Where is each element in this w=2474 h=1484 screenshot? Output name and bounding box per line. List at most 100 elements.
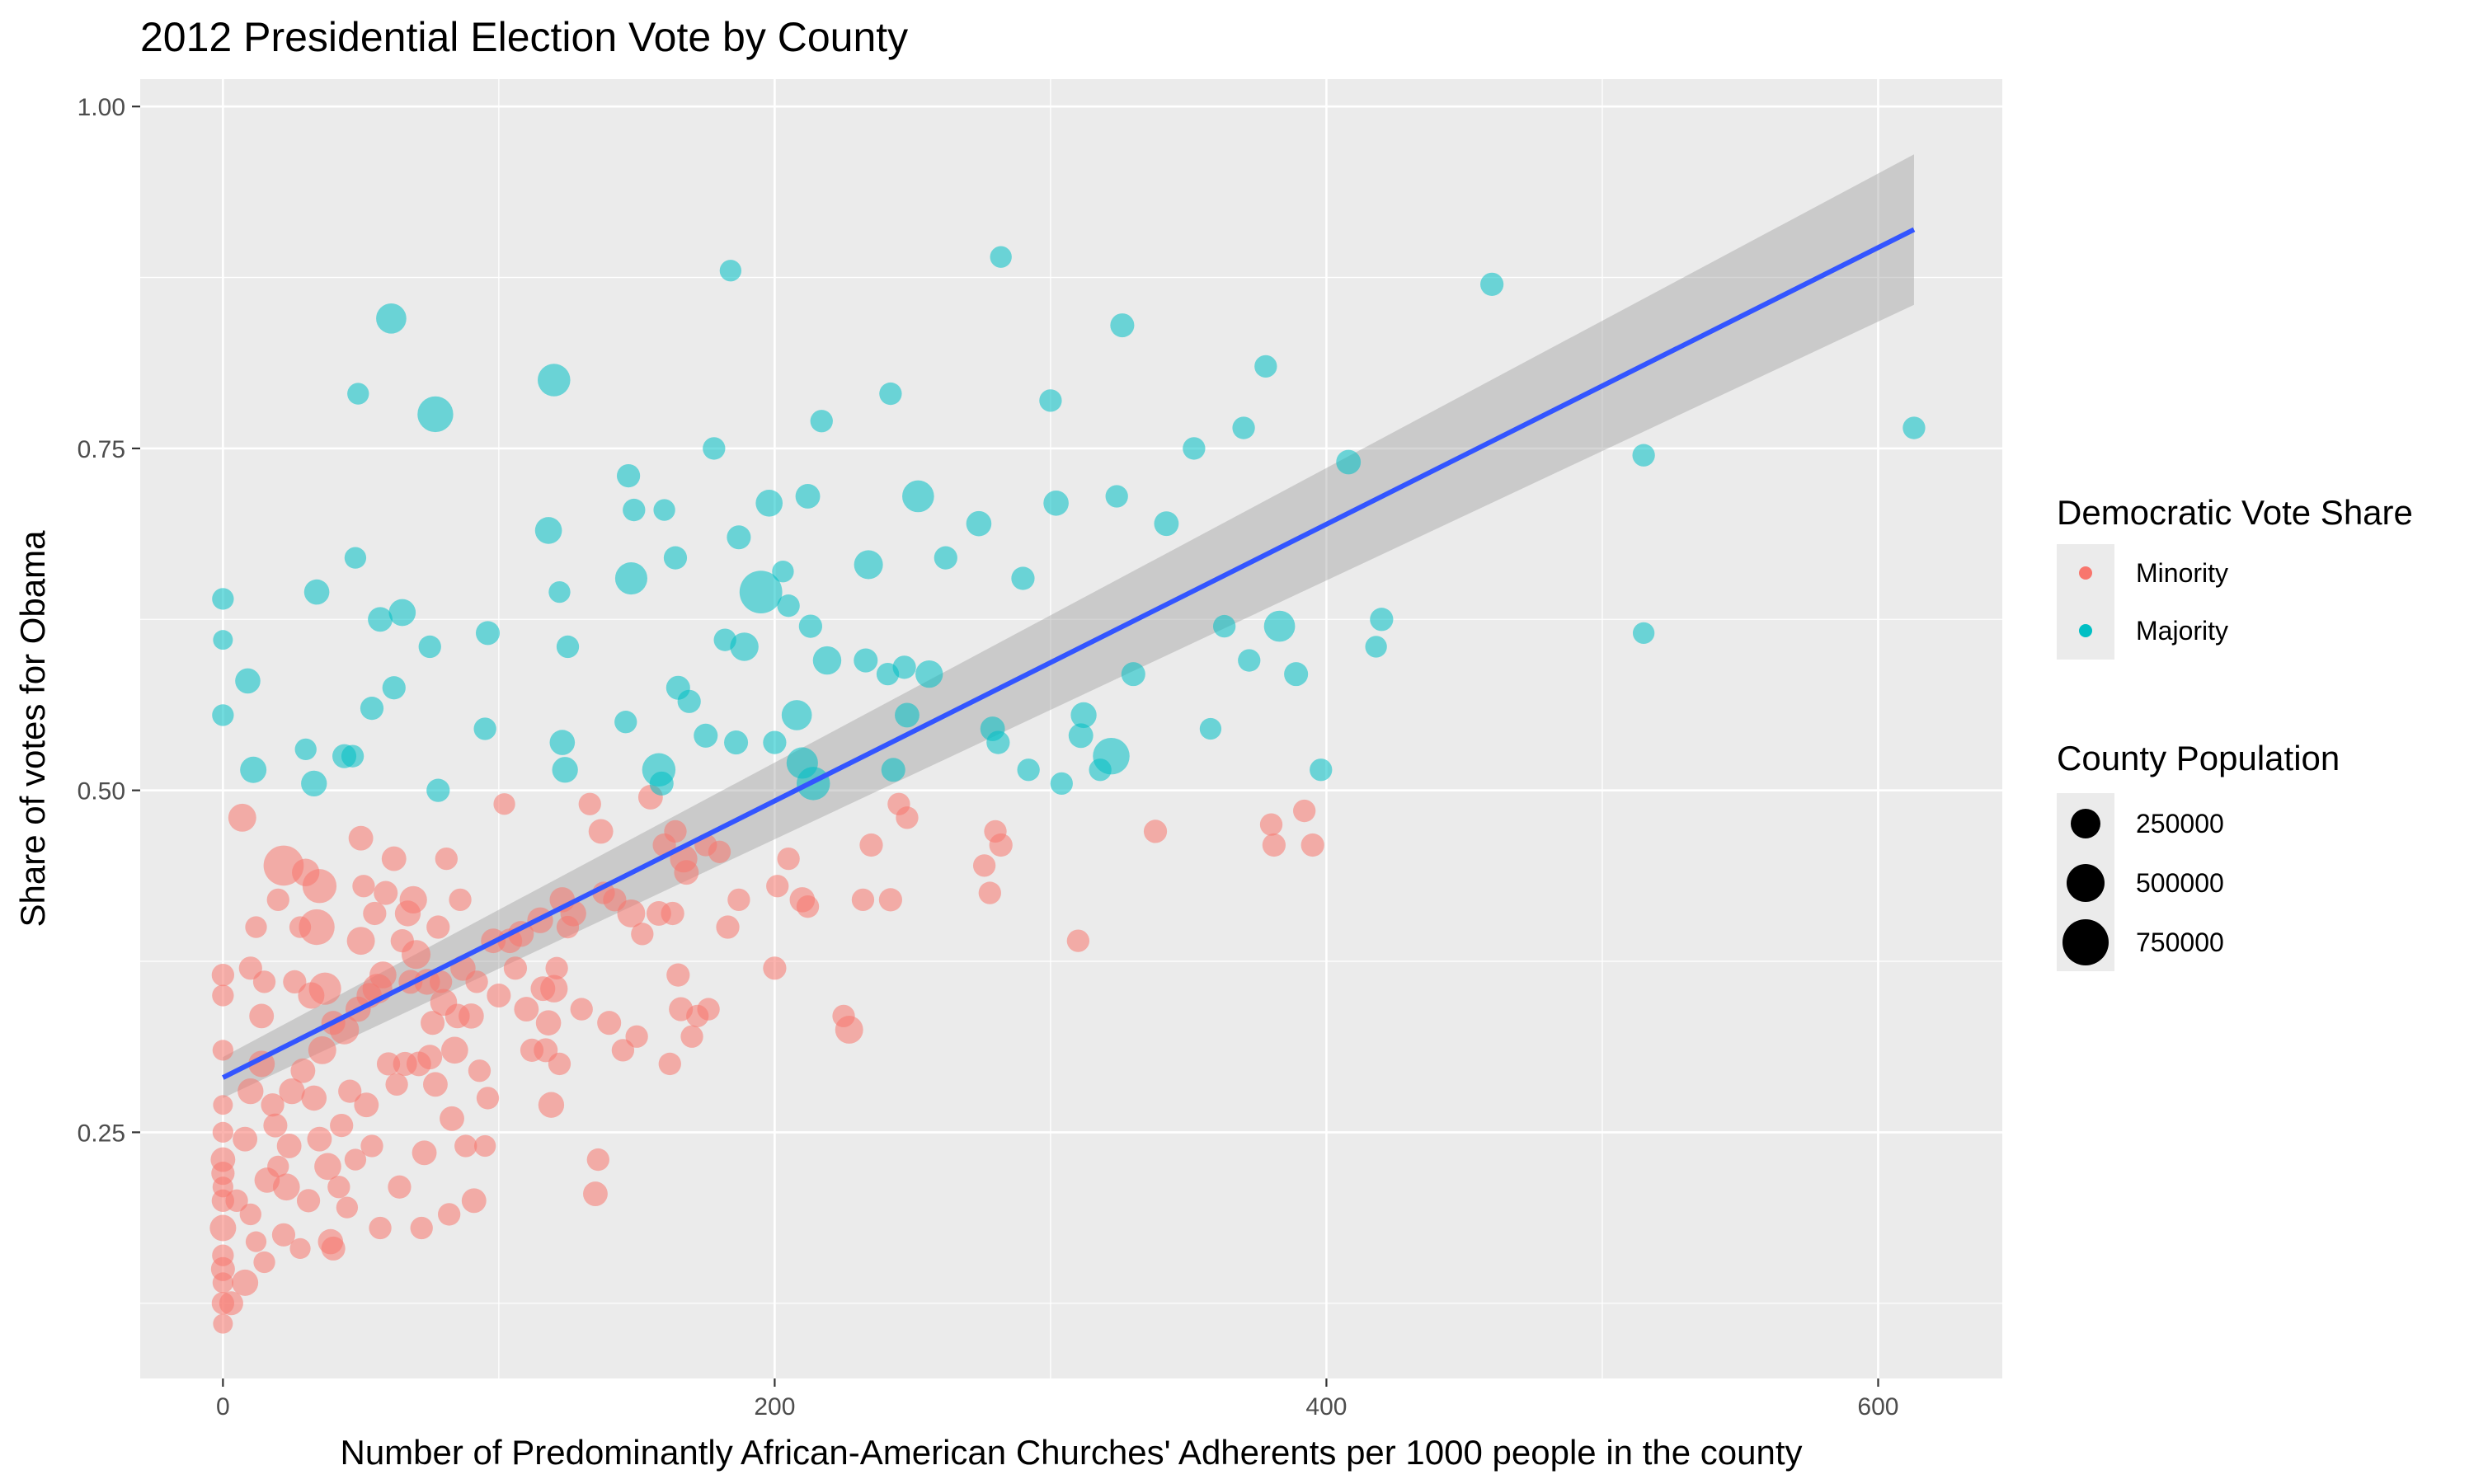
data-point-minority xyxy=(674,860,699,885)
data-point-majority xyxy=(915,660,943,688)
data-point-minority xyxy=(417,1045,443,1070)
data-point-majority xyxy=(727,525,751,550)
data-point-minority xyxy=(210,1147,236,1172)
data-point-minority xyxy=(212,1040,233,1061)
data-point-minority xyxy=(989,833,1013,857)
data-point-minority xyxy=(252,970,276,993)
y-axis-title: Share of votes for Obama xyxy=(13,530,52,928)
data-point-majority xyxy=(934,546,957,570)
data-point-majority xyxy=(703,437,726,460)
data-point-majority xyxy=(781,700,812,730)
data-point-minority xyxy=(261,1093,285,1117)
data-point-minority xyxy=(212,1244,234,1266)
data-point-minority xyxy=(473,1134,496,1158)
data-point-minority xyxy=(271,1223,296,1247)
data-point-minority xyxy=(597,1011,622,1036)
data-point-minority xyxy=(307,1126,332,1152)
data-point-minority xyxy=(859,833,883,857)
legend-label-minority: Minority xyxy=(2136,558,2228,588)
data-point-minority xyxy=(538,1092,565,1118)
data-point-majority xyxy=(1310,758,1333,782)
data-point-minority xyxy=(381,846,407,871)
data-point-minority xyxy=(266,888,289,912)
data-point-minority xyxy=(232,1269,259,1296)
size-legend-title: County Population xyxy=(2057,739,2340,777)
x-tick-label: 400 xyxy=(1305,1393,1347,1421)
data-point-minority xyxy=(330,1113,354,1138)
data-point-minority xyxy=(777,847,800,871)
data-point-majority xyxy=(614,561,647,595)
size-label-250000: 250000 xyxy=(2136,809,2224,838)
size-key-500000 xyxy=(2067,864,2105,902)
data-point-majority xyxy=(854,648,878,673)
data-point-minority xyxy=(611,1039,635,1062)
data-point-minority xyxy=(697,998,720,1021)
data-point-minority xyxy=(228,803,256,832)
data-point-minority xyxy=(299,909,335,946)
data-point-minority xyxy=(302,869,337,904)
data-point-minority xyxy=(289,1237,311,1260)
data-point-minority xyxy=(514,997,539,1022)
data-point-minority xyxy=(363,901,387,926)
data-point-majority xyxy=(240,756,267,783)
data-point-minority xyxy=(290,1058,316,1083)
data-point-minority xyxy=(896,806,919,829)
data-point-minority xyxy=(245,1231,267,1252)
y-tick-label: 0.50 xyxy=(78,778,125,805)
data-point-majority xyxy=(1039,389,1062,412)
data-point-majority xyxy=(892,655,916,679)
data-point-majority xyxy=(614,711,637,734)
data-point-majority xyxy=(966,510,992,537)
data-point-majority xyxy=(772,561,794,583)
data-point-majority xyxy=(616,463,641,488)
data-point-majority xyxy=(475,621,501,646)
data-point-majority xyxy=(798,614,822,638)
data-point-minority xyxy=(1300,833,1324,857)
data-point-majority xyxy=(1480,272,1504,296)
data-point-minority xyxy=(388,1175,412,1199)
data-point-minority xyxy=(308,1036,336,1064)
data-point-minority xyxy=(276,1134,302,1158)
data-point-minority xyxy=(245,916,267,938)
data-point-minority xyxy=(212,1121,233,1144)
data-point-majority xyxy=(1632,622,1655,645)
data-point-majority xyxy=(730,632,759,661)
data-point-majority xyxy=(1336,449,1362,475)
data-point-majority xyxy=(1068,723,1094,749)
data-point-majority xyxy=(1093,737,1130,775)
data-point-majority xyxy=(1632,444,1655,467)
data-point-majority xyxy=(1110,313,1135,338)
data-point-majority xyxy=(368,607,393,632)
data-point-minority xyxy=(238,1078,264,1105)
data-point-minority xyxy=(412,1140,437,1166)
data-point-minority xyxy=(225,1189,248,1212)
data-points xyxy=(209,246,1926,1334)
x-tick-label: 0 xyxy=(216,1393,230,1421)
data-point-majority xyxy=(663,546,688,570)
data-point-majority xyxy=(1011,566,1035,590)
data-point-majority xyxy=(347,383,369,405)
size-legend: County Population 250000 500000 750000 xyxy=(2057,739,2340,971)
data-point-majority xyxy=(763,730,787,754)
data-point-minority xyxy=(360,1134,383,1158)
data-point-majority xyxy=(881,758,905,782)
y-tick-label: 0.25 xyxy=(78,1120,125,1147)
data-point-majority xyxy=(812,646,842,675)
legend-label-majority: Majority xyxy=(2136,616,2228,646)
data-point-majority xyxy=(1263,610,1296,642)
data-point-minority xyxy=(301,1085,327,1111)
size-label-500000: 500000 xyxy=(2136,868,2224,898)
data-point-minority xyxy=(658,1052,681,1076)
data-point-majority xyxy=(1370,608,1394,632)
data-point-minority xyxy=(716,915,740,939)
data-point-majority xyxy=(1232,416,1255,439)
data-point-majority xyxy=(235,668,261,694)
data-point-majority xyxy=(777,594,800,618)
data-point-majority xyxy=(1183,437,1206,460)
data-point-majority xyxy=(344,547,367,569)
data-point-minority xyxy=(766,875,789,898)
data-point-minority xyxy=(548,1052,571,1076)
data-point-minority xyxy=(666,963,690,987)
data-point-minority xyxy=(835,1016,863,1044)
data-point-majority xyxy=(303,579,330,605)
